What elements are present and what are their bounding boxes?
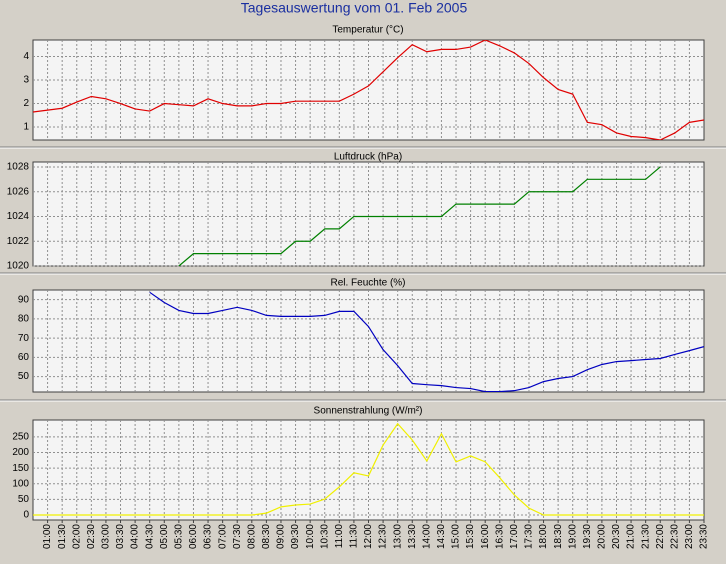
- x-tick-label: 15:30: [465, 524, 476, 549]
- x-tick-label: 19:30: [582, 524, 593, 549]
- x-tick-label: 10:00: [305, 524, 316, 549]
- x-tick-label: 07:30: [232, 524, 243, 549]
- y-tick-label: 1028: [7, 162, 30, 173]
- x-tick-label: 11:00: [334, 524, 345, 549]
- series: [149, 291, 704, 392]
- x-tick-label: 18:00: [538, 524, 549, 549]
- series: [178, 166, 661, 266]
- y-tick-label: 200: [12, 447, 29, 458]
- x-tick-label: 08:00: [246, 524, 257, 549]
- panel-title: Luftdruck (hPa): [334, 152, 402, 163]
- y-tick-label: 0: [23, 510, 29, 521]
- x-tick-label: 23:00: [684, 524, 695, 549]
- x-tick-label: 14:30: [436, 524, 447, 549]
- y-tick-label: 2: [23, 98, 29, 109]
- x-tick-label: 15:00: [451, 524, 462, 549]
- x-tick-label: 12:30: [378, 524, 389, 549]
- x-tick-label: 02:30: [86, 524, 97, 549]
- x-tick-label: 06:30: [203, 524, 214, 549]
- x-tick-label: 21:00: [626, 524, 637, 549]
- x-tick-label: 03:00: [101, 524, 112, 549]
- y-tick-label: 50: [18, 371, 30, 382]
- y-tick-label: 3: [23, 75, 29, 86]
- y-tick-label: 1026: [7, 186, 30, 197]
- x-tick-label: 04:30: [144, 524, 155, 549]
- x-tick-label: 05:30: [174, 524, 185, 549]
- x-tick-label: 06:00: [188, 524, 199, 549]
- x-tick-label: 04:00: [130, 524, 141, 549]
- y-tick-label: 60: [18, 352, 30, 363]
- x-tick-label: 20:00: [597, 524, 608, 549]
- line: [33, 40, 704, 140]
- y-tick-label: 100: [12, 478, 29, 489]
- x-tick-label: 07:00: [217, 524, 228, 549]
- x-tick-label: 14:00: [421, 524, 432, 549]
- x-tick-label: 16:00: [480, 524, 491, 549]
- y-tick-label: 50: [18, 494, 30, 505]
- panel-title: Rel. Feuchte (%): [330, 278, 405, 289]
- panel-title: Sonnenstrahlung (W/m²): [314, 406, 423, 417]
- x-tick-label: 08:30: [261, 524, 272, 549]
- x-tick-label: 16:30: [494, 524, 505, 549]
- line: [149, 291, 704, 392]
- x-tick-label: 19:00: [567, 524, 578, 549]
- x-tick-label: 22:00: [655, 524, 666, 549]
- y-tick-label: 1: [23, 122, 29, 133]
- series: [33, 40, 704, 140]
- y-tick-label: 150: [12, 463, 29, 474]
- x-tick-label: 13:30: [407, 524, 418, 549]
- main-title: Tagesauswertung vom 01. Feb 2005: [241, 0, 468, 16]
- x-tick-label: 17:30: [524, 524, 535, 549]
- x-tick-label: 05:00: [159, 524, 170, 549]
- x-tick-label: 20:30: [611, 524, 622, 549]
- y-tick-label: 70: [18, 333, 30, 344]
- line: [178, 166, 661, 266]
- x-tick-label: 02:00: [71, 524, 82, 549]
- x-tick-label: 10:30: [319, 524, 330, 549]
- x-tick-label: 21:30: [640, 524, 651, 549]
- x-tick-label: 18:30: [553, 524, 564, 549]
- x-tick-label: 17:00: [509, 524, 520, 549]
- panel-separators: [0, 146, 726, 402]
- x-tick-label: 11:30: [349, 524, 360, 549]
- y-tick-label: 250: [12, 432, 29, 443]
- series: [33, 422, 704, 516]
- x-tick-label: 23:30: [699, 524, 710, 549]
- x-tick-label: 12:00: [363, 524, 374, 549]
- x-tick-label: 01:30: [57, 524, 68, 549]
- panel-title: Temperatur (°C): [332, 25, 403, 36]
- x-tick-label: 01:00: [42, 524, 53, 549]
- x-tick-label: 09:30: [290, 524, 301, 549]
- x-tick-label: 22:30: [669, 524, 680, 549]
- y-tick-label: 80: [18, 314, 30, 325]
- y-tick-label: 1022: [7, 236, 30, 247]
- y-tick-label: 1020: [7, 261, 30, 272]
- x-tick-label: 13:00: [392, 524, 403, 549]
- line: [33, 422, 704, 516]
- y-tick-label: 4: [23, 51, 29, 62]
- x-tick-label: 09:00: [276, 524, 287, 549]
- y-tick-label: 1024: [7, 211, 30, 222]
- y-tick-label: 90: [18, 294, 30, 305]
- x-tick-label: 03:30: [115, 524, 126, 549]
